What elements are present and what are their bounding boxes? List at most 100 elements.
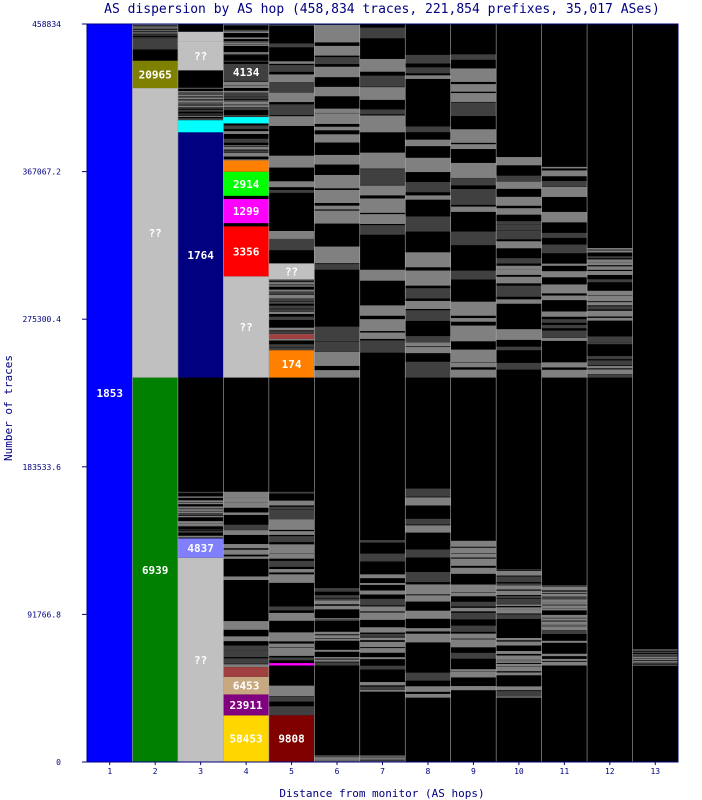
- minor-as-slice: [359, 612, 406, 620]
- minor-as-slice: [541, 232, 588, 238]
- minor-as-slice: [450, 547, 497, 554]
- minor-as-slice: [132, 34, 178, 36]
- minor-as-slice: [314, 759, 360, 760]
- minor-as-slice: [268, 506, 315, 510]
- minor-as-slice: [177, 502, 224, 505]
- minor-as-slice: [132, 25, 178, 27]
- minor-as-slice: [541, 630, 588, 634]
- minor-as-slice: [496, 583, 542, 586]
- minor-as-slice: [314, 759, 360, 761]
- as-segment-bar: [223, 226, 269, 277]
- minor-as-slice: [541, 624, 588, 626]
- minor-as-slice: [541, 166, 588, 169]
- x-tick-label: 9: [471, 767, 476, 776]
- minor-as-slice: [359, 760, 406, 762]
- minor-as-slice: [541, 311, 588, 317]
- minor-as-slice: [541, 599, 588, 603]
- minor-as-slice: [496, 276, 542, 284]
- minor-as-slice: [541, 319, 588, 323]
- minor-as-slice: [268, 553, 315, 559]
- minor-as-slice: [314, 588, 360, 592]
- minor-as-slice: [268, 560, 315, 567]
- minor-as-slice: [450, 301, 497, 316]
- minor-as-slice: [541, 244, 588, 254]
- minor-as-slice: [314, 134, 360, 143]
- minor-as-slice: [587, 256, 633, 259]
- minor-as-slice: [268, 285, 315, 287]
- minor-as-slice: [177, 100, 224, 103]
- minor-as-slice: [541, 618, 588, 621]
- minor-as-slice: [405, 54, 451, 64]
- label-layer: 1853 6939?? 20965?? 4837 1764?? 58453 23911 645…: [96, 50, 304, 746]
- y-axis: 0 91766.8 183533.6 275300.4 367067.2 458834: [22, 20, 87, 767]
- minor-as-slice: [268, 347, 315, 351]
- minor-as-slice: [132, 29, 178, 31]
- minor-as-slice: [314, 189, 360, 204]
- minor-as-slice: [314, 756, 360, 757]
- minor-as-slice: [541, 324, 588, 329]
- minor-as-slice: [496, 663, 542, 667]
- minor-as-slice: [223, 146, 269, 150]
- minor-as-slice: [177, 115, 224, 116]
- minor-as-slice: [359, 627, 406, 633]
- minor-as-slice: [496, 604, 542, 607]
- minor-as-slice: [359, 590, 406, 595]
- minor-as-slice: [405, 633, 451, 643]
- as-segment-bar: [87, 24, 133, 762]
- minor-as-slice: [268, 43, 315, 48]
- minor-as-slice: [496, 362, 542, 370]
- minor-as-slice: [177, 102, 224, 103]
- minor-as-slice: [268, 327, 315, 331]
- minor-as-slice: [405, 488, 451, 497]
- minor-as-slice: [223, 81, 269, 86]
- x-tick-label: 1: [107, 767, 112, 776]
- y-tick-label: 0: [56, 758, 61, 767]
- minor-as-slice: [268, 574, 315, 583]
- minor-as-slice: [405, 342, 451, 347]
- minor-as-slice: [496, 285, 542, 297]
- minor-as-slice: [405, 182, 451, 193]
- minor-as-slice: [268, 500, 315, 506]
- minor-as-slice: [405, 610, 451, 619]
- minor-as-slice: [359, 598, 406, 606]
- minor-as-slice: [359, 340, 406, 353]
- minor-as-slice: [314, 662, 360, 666]
- minor-as-slice: [314, 210, 360, 224]
- minor-as-slice: [314, 246, 360, 264]
- minor-as-slice: [314, 86, 360, 97]
- minor-as-slice: [223, 636, 269, 642]
- minor-as-slice: [132, 26, 178, 28]
- minor-as-slice: [268, 65, 315, 72]
- minor-as-slice: [223, 37, 269, 38]
- as-segment-bar: [132, 88, 178, 378]
- minor-as-slice: [359, 115, 406, 133]
- minor-as-slice: [314, 605, 360, 610]
- minor-as-slice: [496, 196, 542, 206]
- minor-as-slice: [450, 144, 497, 150]
- x-tick-label: 4: [244, 767, 249, 776]
- minor-as-slice: [177, 508, 224, 510]
- minor-as-slice: [177, 96, 224, 98]
- minor-as-slice: [314, 649, 360, 652]
- minor-as-slice: [268, 24, 315, 26]
- minor-as-slice: [405, 686, 451, 692]
- minor-as-slice: [177, 510, 224, 512]
- minor-as-slice: [314, 264, 360, 270]
- minor-as-slice: [541, 621, 588, 625]
- minor-as-slice: [541, 614, 588, 618]
- minor-as-slice: [541, 186, 588, 197]
- minor-as-slice: [405, 300, 451, 309]
- minor-as-slice: [405, 361, 451, 378]
- minor-as-slice: [177, 118, 224, 120]
- minor-as-slice: [132, 26, 178, 27]
- minor-as-slice: [223, 52, 269, 54]
- minor-as-slice: [632, 659, 678, 661]
- minor-as-slice: [450, 129, 497, 143]
- minor-as-slice: [541, 585, 588, 587]
- minor-as-slice: [177, 115, 224, 117]
- as-segment-bar: [177, 557, 224, 762]
- minor-as-slice: [359, 319, 406, 332]
- minor-as-slice: [314, 758, 360, 760]
- minor-as-slice: [223, 664, 269, 668]
